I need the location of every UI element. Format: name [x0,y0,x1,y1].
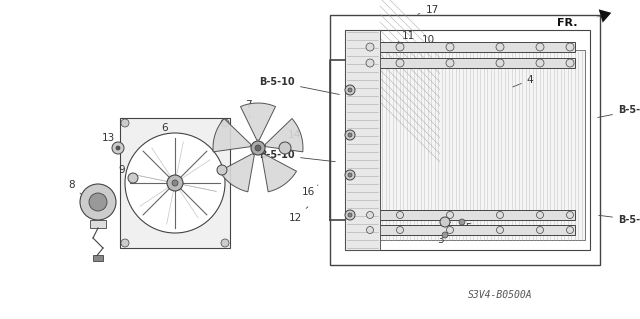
Circle shape [396,59,404,67]
Bar [355,42,575,52]
Polygon shape [265,119,303,152]
Text: 17: 17 [418,5,438,15]
Circle shape [396,43,404,51]
Text: B-5-10: B-5-10 [259,77,339,94]
Bar [355,58,575,68]
Polygon shape [213,119,251,152]
Circle shape [566,43,574,51]
Bar [380,50,585,240]
Text: B-5-10: B-5-10 [259,150,335,162]
Circle shape [566,211,573,219]
Circle shape [447,211,454,219]
FancyArrowPatch shape [596,9,611,23]
Bar [90,220,106,228]
Text: 9: 9 [118,165,130,178]
Circle shape [447,226,454,234]
Circle shape [566,226,573,234]
Text: 1: 1 [345,135,359,145]
Circle shape [367,226,374,234]
Text: S3V4-B0500A: S3V4-B0500A [468,290,532,300]
Circle shape [397,211,403,219]
Circle shape [345,85,355,95]
Bar [330,15,600,265]
Text: 12: 12 [289,207,308,223]
Text: 11: 11 [398,31,415,42]
Text: 13: 13 [101,133,115,150]
Circle shape [251,141,265,155]
Polygon shape [262,154,296,192]
Circle shape [80,184,116,220]
Circle shape [348,173,352,177]
Circle shape [121,119,129,127]
Circle shape [172,180,178,186]
Text: 16: 16 [301,185,318,197]
Bar [120,118,230,248]
Circle shape [345,210,355,220]
Bar [345,30,380,250]
Circle shape [496,59,504,67]
Circle shape [345,130,355,140]
Bar [355,210,575,220]
Text: 4: 4 [513,75,533,87]
Bar [345,30,590,250]
Circle shape [89,193,107,211]
Circle shape [116,146,120,150]
Text: 14: 14 [287,130,301,146]
Circle shape [112,142,124,154]
Text: 5: 5 [460,220,471,233]
Circle shape [496,43,504,51]
Polygon shape [220,154,254,192]
Text: B-5-10: B-5-10 [598,105,640,117]
Circle shape [345,170,355,180]
Circle shape [446,59,454,67]
Text: B-5-10: B-5-10 [599,215,640,225]
Circle shape [255,145,261,151]
Circle shape [459,219,465,225]
Circle shape [497,226,504,234]
Circle shape [536,226,543,234]
Circle shape [348,133,352,137]
Text: 15: 15 [211,170,225,180]
Circle shape [128,173,138,183]
Circle shape [446,43,454,51]
Circle shape [367,211,374,219]
Text: 8: 8 [68,180,82,195]
Circle shape [221,119,229,127]
Circle shape [442,232,448,238]
Text: FR.: FR. [557,18,577,28]
Text: 6: 6 [162,123,169,142]
Circle shape [397,226,403,234]
Circle shape [566,59,574,67]
Circle shape [221,239,229,247]
Bar [93,255,103,261]
Circle shape [121,239,129,247]
Polygon shape [241,103,276,140]
Circle shape [497,211,504,219]
Circle shape [348,213,352,217]
Bar [355,225,575,235]
Text: 10: 10 [415,35,435,48]
Text: 7: 7 [244,100,252,118]
Circle shape [167,175,183,191]
Circle shape [536,211,543,219]
Circle shape [440,217,450,227]
Circle shape [366,59,374,67]
Circle shape [536,43,544,51]
Circle shape [279,142,291,154]
Text: 2: 2 [440,215,451,225]
Circle shape [217,165,227,175]
Circle shape [348,88,352,92]
Circle shape [536,59,544,67]
Text: 3: 3 [436,235,444,245]
Circle shape [125,133,225,233]
Circle shape [366,43,374,51]
